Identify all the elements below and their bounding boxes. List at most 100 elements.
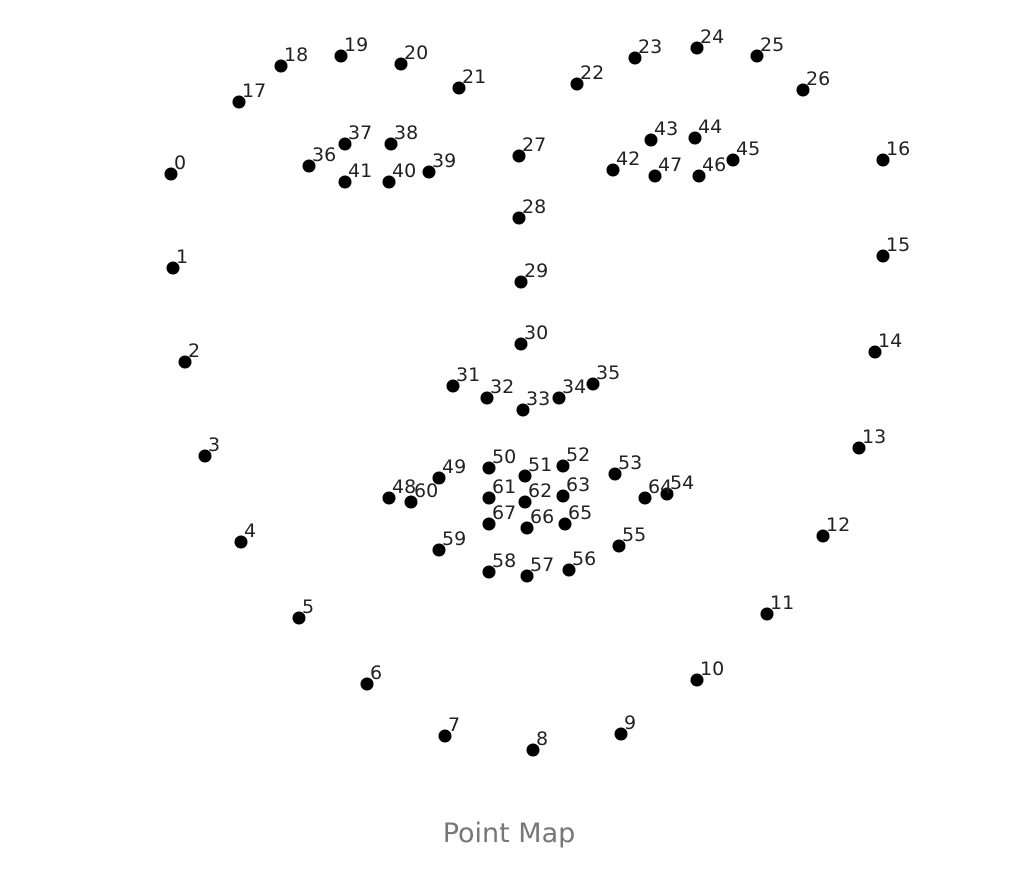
landmark-point bbox=[432, 543, 446, 557]
landmark-41: 41 bbox=[338, 160, 372, 189]
landmark-point bbox=[688, 131, 702, 145]
landmark-label: 36 bbox=[312, 144, 336, 166]
landmark-11: 11 bbox=[760, 592, 794, 621]
landmark-67: 67 bbox=[482, 502, 516, 531]
landmark-point bbox=[552, 391, 566, 405]
landmark-label: 7 bbox=[448, 714, 460, 736]
landmark-58: 58 bbox=[482, 550, 516, 579]
landmark-point bbox=[570, 77, 584, 91]
landmark-label: 44 bbox=[698, 116, 722, 138]
landmark-42: 42 bbox=[606, 148, 640, 177]
landmark-label: 16 bbox=[886, 138, 910, 160]
landmark-label: 25 bbox=[760, 34, 784, 56]
landmark-label: 3 bbox=[208, 434, 220, 456]
landmark-point bbox=[608, 467, 622, 481]
landmark-point bbox=[750, 49, 764, 63]
landmark-label: 30 bbox=[524, 322, 548, 344]
landmark-point bbox=[338, 175, 352, 189]
landmark-18: 18 bbox=[274, 44, 308, 73]
landmark-point bbox=[606, 163, 620, 177]
landmark-label: 59 bbox=[442, 528, 466, 550]
landmark-point bbox=[438, 729, 452, 743]
landmark-point bbox=[382, 175, 396, 189]
landmark-point bbox=[232, 95, 246, 109]
landmark-point bbox=[644, 133, 658, 147]
landmark-25: 25 bbox=[750, 34, 784, 63]
landmark-point bbox=[452, 81, 466, 95]
landmark-label: 17 bbox=[242, 80, 266, 102]
landmark-label: 40 bbox=[392, 160, 416, 182]
landmark-66: 66 bbox=[520, 506, 554, 535]
landmark-point bbox=[292, 611, 306, 625]
landmark-label: 27 bbox=[522, 134, 546, 156]
landmark-label: 24 bbox=[700, 26, 724, 48]
landmark-label: 18 bbox=[284, 44, 308, 66]
landmark-point bbox=[648, 169, 662, 183]
landmark-47: 47 bbox=[648, 154, 682, 183]
landmark-point bbox=[562, 563, 576, 577]
landmark-59: 59 bbox=[432, 528, 466, 557]
landmark-label: 48 bbox=[392, 476, 416, 498]
landmark-label: 21 bbox=[462, 66, 486, 88]
landmark-point bbox=[690, 673, 704, 687]
landmark-26: 26 bbox=[796, 68, 830, 97]
landmark-point bbox=[274, 59, 288, 73]
landmark-point bbox=[394, 57, 408, 71]
landmark-label: 42 bbox=[616, 148, 640, 170]
landmark-36: 36 bbox=[302, 144, 336, 173]
landmark-point bbox=[360, 677, 374, 691]
landmark-label: 67 bbox=[492, 502, 516, 524]
landmark-label: 2 bbox=[188, 340, 200, 362]
landmark-label: 9 bbox=[624, 712, 636, 734]
landmark-label: 28 bbox=[522, 196, 546, 218]
landmark-label: 47 bbox=[658, 154, 682, 176]
landmark-point bbox=[382, 491, 396, 505]
landmark-46: 46 bbox=[692, 154, 726, 183]
landmark-33: 33 bbox=[516, 388, 550, 417]
landmark-10: 10 bbox=[690, 658, 724, 687]
landmark-13: 13 bbox=[852, 426, 886, 455]
landmark-label: 58 bbox=[492, 550, 516, 572]
landmark-label: 20 bbox=[404, 42, 428, 64]
landmark-50: 50 bbox=[482, 446, 516, 475]
landmark-point bbox=[178, 355, 192, 369]
landmark-point bbox=[516, 403, 530, 417]
landmark-label: 23 bbox=[638, 36, 662, 58]
landmark-point bbox=[520, 521, 534, 535]
landmark-label: 33 bbox=[526, 388, 550, 410]
landmark-point bbox=[166, 261, 180, 275]
landmark-label: 50 bbox=[492, 446, 516, 468]
landmark-label: 52 bbox=[566, 444, 590, 466]
landmark-43: 43 bbox=[644, 118, 678, 147]
landmark-0: 0 bbox=[164, 152, 186, 181]
landmark-point bbox=[432, 471, 446, 485]
landmark-point bbox=[638, 491, 652, 505]
landmark-label: 37 bbox=[348, 122, 372, 144]
landmark-label: 31 bbox=[456, 364, 480, 386]
landmark-22: 22 bbox=[570, 62, 604, 91]
landmark-point bbox=[302, 159, 316, 173]
landmark-label: 19 bbox=[344, 34, 368, 56]
landmark-point bbox=[518, 469, 532, 483]
landmark-label: 38 bbox=[394, 122, 418, 144]
landmark-label: 32 bbox=[490, 376, 514, 398]
landmark-label: 11 bbox=[770, 592, 794, 614]
landmark-label: 43 bbox=[654, 118, 678, 140]
landmark-label: 1 bbox=[176, 246, 188, 268]
landmark-point bbox=[482, 517, 496, 531]
landmark-40: 40 bbox=[382, 160, 416, 189]
landmark-label: 55 bbox=[622, 524, 646, 546]
landmark-label: 41 bbox=[348, 160, 372, 182]
landmark-point bbox=[480, 391, 494, 405]
landmark-point bbox=[760, 607, 774, 621]
landmark-39: 39 bbox=[422, 150, 456, 179]
landmark-label: 66 bbox=[530, 506, 554, 528]
landmark-point bbox=[512, 149, 526, 163]
landmark-point bbox=[514, 275, 528, 289]
landmark-point bbox=[692, 169, 706, 183]
landmark-point bbox=[558, 517, 572, 531]
landmark-label: 29 bbox=[524, 260, 548, 282]
landmark-label: 39 bbox=[432, 150, 456, 172]
landmark-label: 45 bbox=[736, 138, 760, 160]
